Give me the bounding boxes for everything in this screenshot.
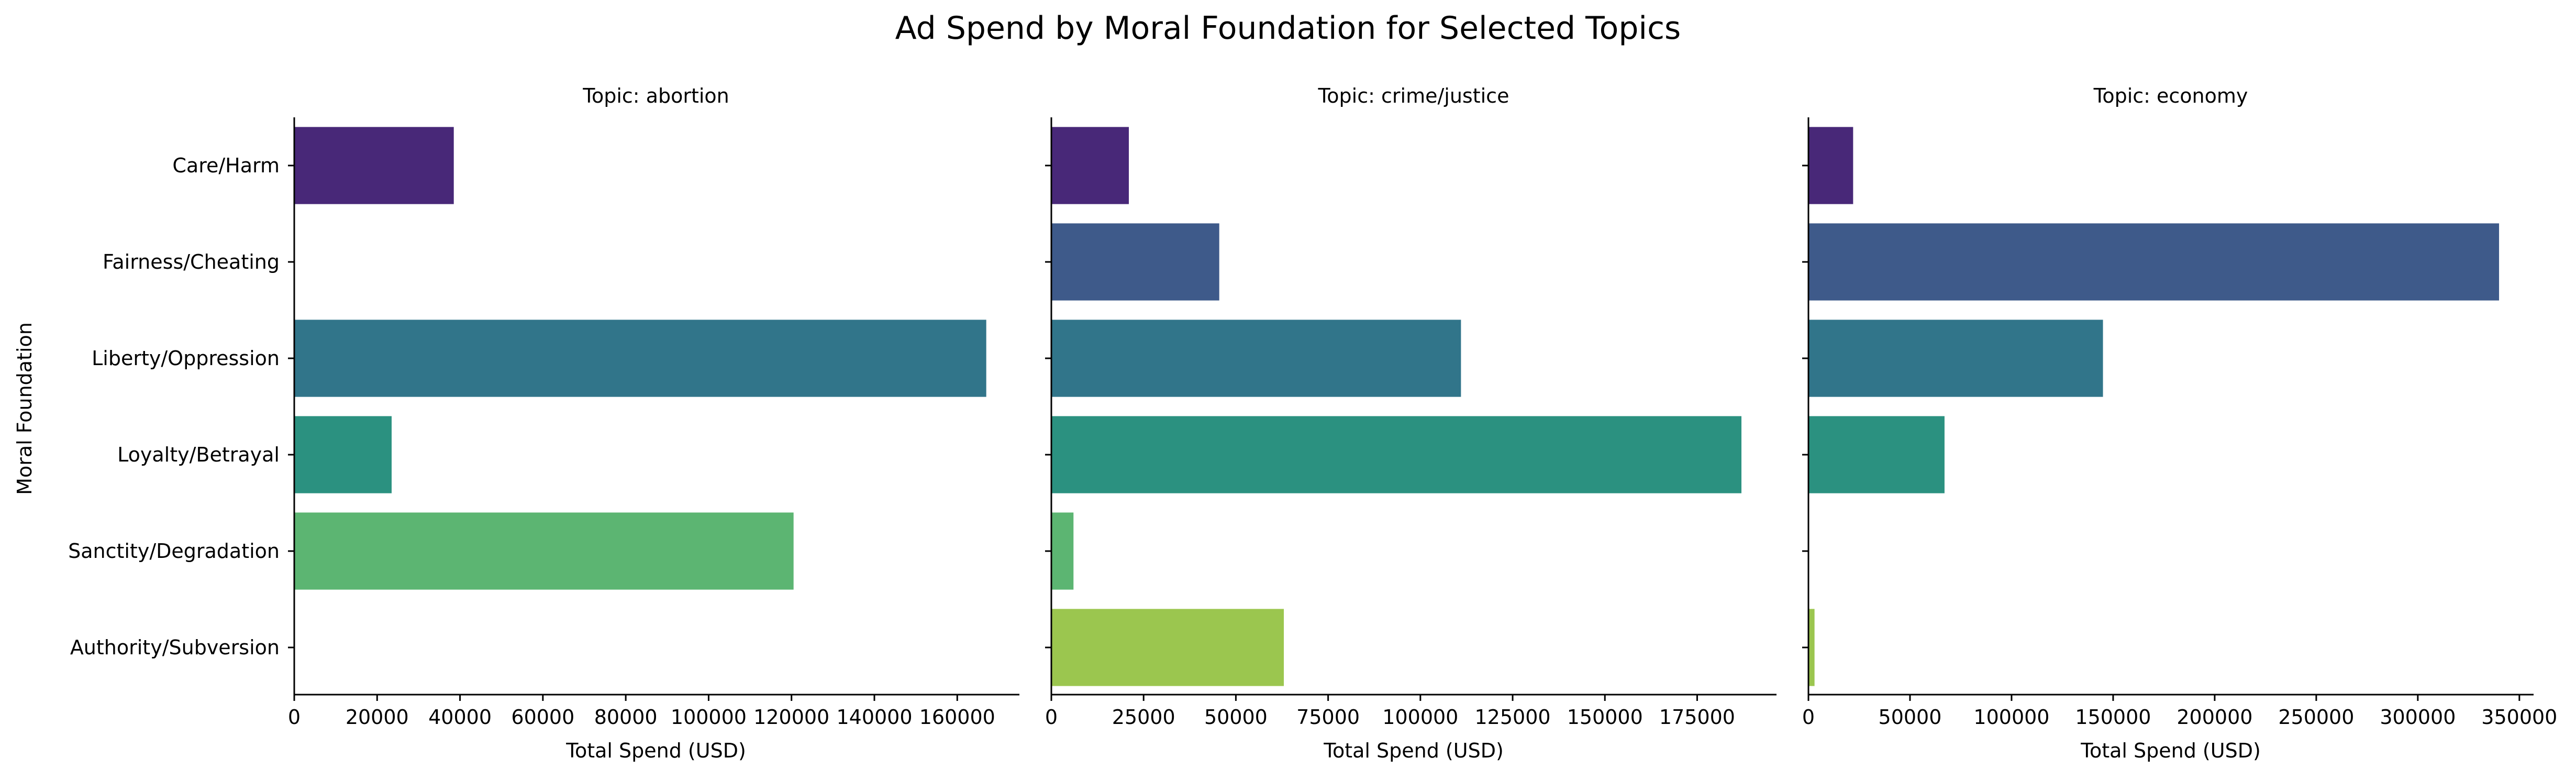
x-tick-label: 20000 [346,706,409,729]
panel-title-abortion: Topic: abortion [582,84,729,107]
bar-abortion-care-harm [294,127,454,204]
x-tick-label: 250000 [2278,706,2354,729]
x-tick-label: 120000 [753,706,829,729]
x-tick-label: 50000 [1879,706,1942,729]
bar-economy-care-harm [1808,127,1853,204]
x-axis-label-crime-justice: Total Spend (USD) [1323,739,1504,762]
x-tick-label: 60000 [511,706,574,729]
x-tick-label: 40000 [428,706,492,729]
y-axis-label: Moral Foundation [13,322,36,495]
bar-crime-justice-fairness-cheating [1051,223,1219,301]
panel-economy: Topic: economy 0 50000 100000 150000 200000 2… [1802,84,2557,762]
x-axis-label-abortion: Total Spend (USD) [565,739,746,762]
x-tick-label: 125000 [1475,706,1551,729]
bar-abortion-sanctity-degradation [294,512,794,590]
bar-crime-justice-loyalty-betrayal [1051,416,1742,493]
y-tick-label-liberty-oppression: Liberty/Oppression [92,347,280,370]
chart-title: Ad Spend by Moral Foundation for Selecte… [895,10,1681,47]
panel-abortion: Topic: abortion 0 20000 40000 60000 80000 100… [68,84,1019,762]
bar-economy-authority-subversion [1808,609,1815,686]
bar-economy-loyalty-betrayal [1808,416,1945,493]
x-tick-label: 25000 [1112,706,1175,729]
y-tick-label-fairness-cheating: Fairness/Cheating [103,250,280,273]
x-tick-label: 300000 [2380,706,2456,729]
bar-economy-liberty-oppression [1808,320,2103,397]
panel-crime-justice: Topic: crime/justice 0 25000 50000 75000 100… [1045,84,1776,762]
bar-crime-justice-care-harm [1051,127,1129,204]
x-tick-label: 175000 [1659,706,1735,729]
x-tick-label: 160000 [919,706,995,729]
x-tick-label: 150000 [1567,706,1643,729]
x-tick-label: 0 [288,706,301,729]
x-tick-label: 75000 [1296,706,1360,729]
x-tick-label: 150000 [2075,706,2151,729]
x-tick-label: 100000 [671,706,747,729]
x-tick-label: 80000 [594,706,658,729]
bar-economy-fairness-cheating [1808,223,2500,301]
bar-abortion-liberty-oppression [294,320,986,397]
bar-abortion-loyalty-betrayal [294,416,392,493]
x-tick-label: 100000 [1973,706,2049,729]
bar-crime-justice-liberty-oppression [1051,320,1461,397]
panel-title-crime-justice: Topic: crime/justice [1318,84,1509,107]
x-tick-label: 100000 [1382,706,1458,729]
bar-crime-justice-sanctity-degradation [1051,512,1074,590]
x-tick-label: 200000 [2177,706,2252,729]
x-tick-label: 0 [1045,706,1058,729]
y-tick-label-authority-subversion: Authority/Subversion [70,636,280,659]
y-tick-label-sanctity-degradation: Sanctity/Degradation [68,540,280,563]
y-tick-label-care-harm: Care/Harm [172,154,280,177]
x-tick-label: 0 [1802,706,1815,729]
x-axis-label-economy: Total Spend (USD) [2080,739,2261,762]
x-tick-label: 350000 [2481,706,2557,729]
y-tick-label-loyalty-betrayal: Loyalty/Betrayal [117,443,280,466]
panel-title-economy: Topic: economy [2093,84,2248,107]
x-tick-label: 140000 [836,706,912,729]
x-tick-label: 50000 [1204,706,1268,729]
bar-crime-justice-authority-subversion [1051,609,1284,686]
